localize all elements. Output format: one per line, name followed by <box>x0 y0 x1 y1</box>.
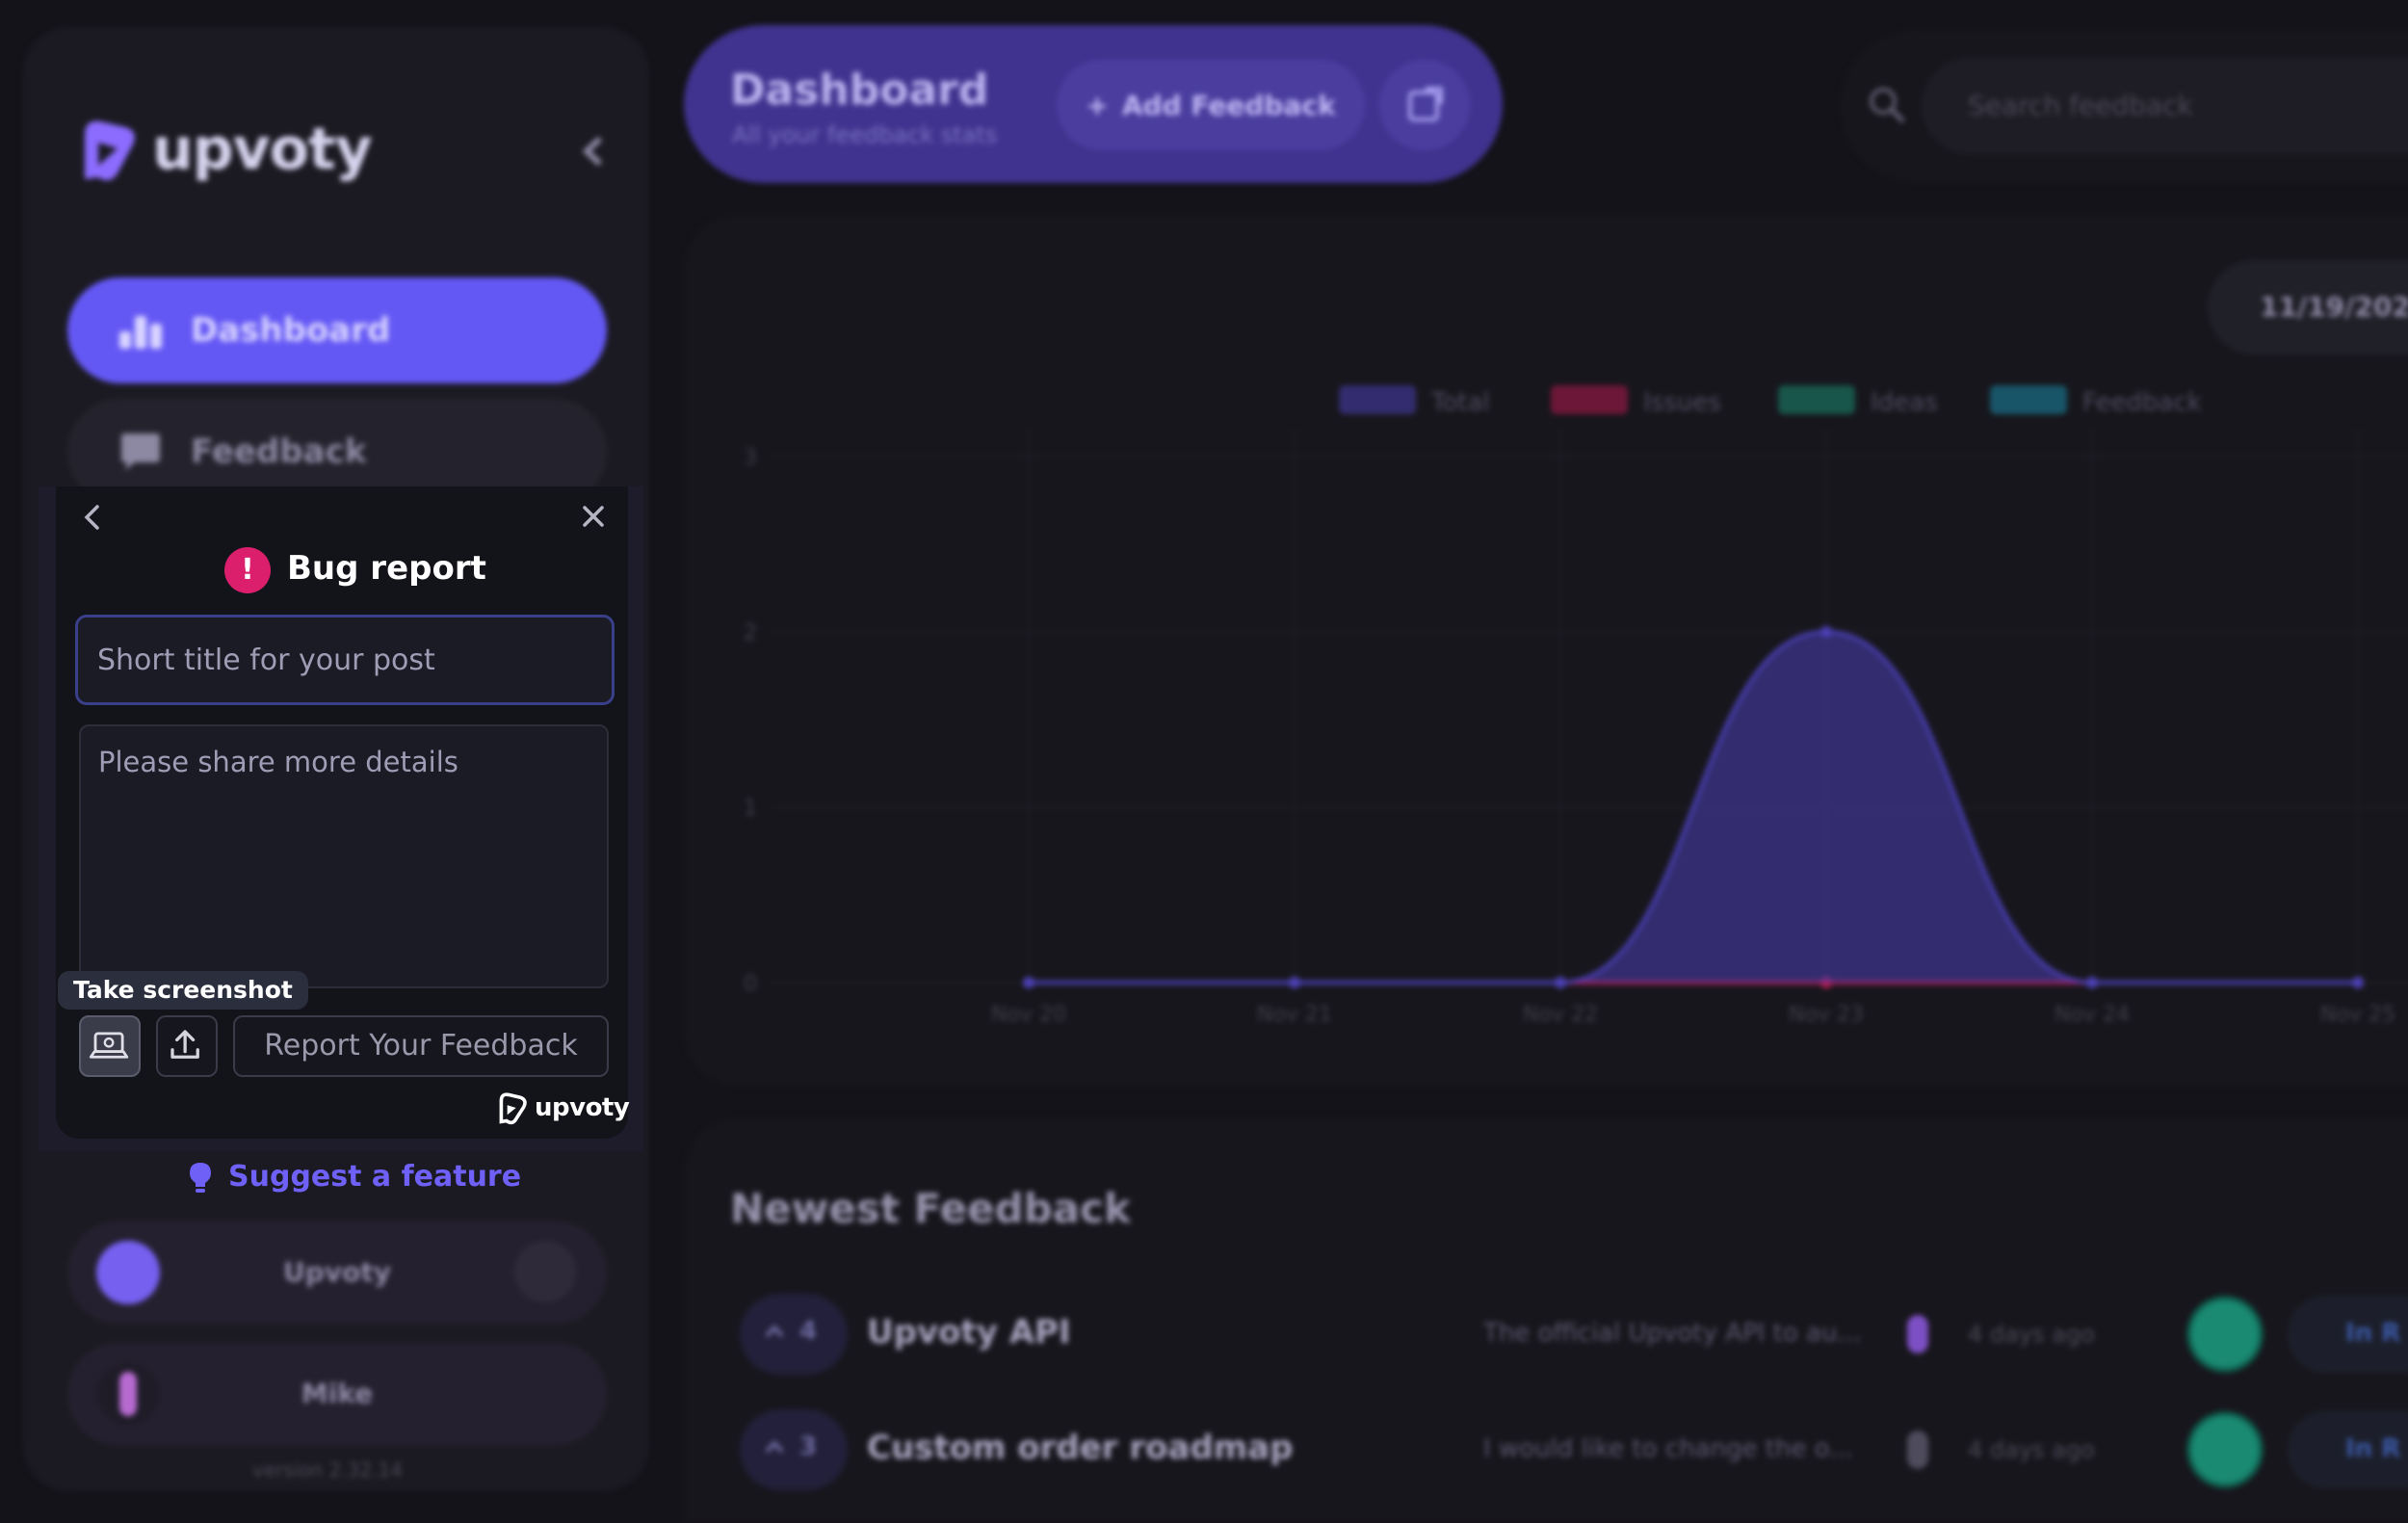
user-name: Mike <box>301 1378 374 1409</box>
feedback-description: I would like to change the o... <box>1483 1434 1853 1463</box>
chevron-up-icon[interactable] <box>514 1241 576 1302</box>
date-range-picker[interactable]: 11/19/2024 <box>2208 260 2408 354</box>
external-link-icon <box>1408 87 1443 121</box>
x-tick-label: Nov 24 <box>2055 1003 2130 1027</box>
author-avatar <box>1907 1431 1928 1469</box>
chart-icon <box>119 316 162 349</box>
collapse-sidebar-icon[interactable] <box>581 135 608 168</box>
upvoty-logo-icon <box>499 1092 527 1125</box>
section-title: Newest Feedback <box>730 1185 1131 1232</box>
screenshot-icon <box>89 1032 129 1059</box>
suggest-feature-link[interactable]: Suggest a feature <box>188 1160 521 1194</box>
upvoty-logo-icon <box>85 120 135 181</box>
logo-text: upvoty <box>152 116 373 183</box>
status-badge[interactable]: In R <box>2288 1411 2408 1488</box>
sidebar-item-label: Dashboard <box>191 311 391 350</box>
vote-count: 4 <box>799 1317 818 1346</box>
legend-swatch <box>1990 385 2067 414</box>
feedback-description: The official Upvoty API to au... <box>1483 1319 1862 1348</box>
avatar <box>96 1362 160 1426</box>
legend-swatch <box>1778 385 1855 414</box>
page-title: Dashboard <box>730 66 989 115</box>
add-feedback-label: Add Feedback <box>1121 89 1336 121</box>
feedback-title[interactable]: Custom order roadmap <box>867 1429 1294 1467</box>
search-input[interactable]: Search feedback <box>1922 58 2408 154</box>
upvote-button[interactable]: 3 <box>740 1409 848 1490</box>
upload-file-button[interactable] <box>156 1015 218 1077</box>
external-link-button[interactable] <box>1379 60 1470 150</box>
arrow-up-icon <box>765 1325 784 1338</box>
x-tick-label: Nov 20 <box>991 1003 1066 1027</box>
take-screenshot-button[interactable] <box>79 1015 141 1077</box>
data-point <box>2086 977 2098 988</box>
y-tick-label: 3 <box>744 446 757 470</box>
search-icon[interactable] <box>1867 85 1907 125</box>
chat-icon <box>121 433 160 470</box>
post-title-input[interactable] <box>75 615 615 705</box>
close-icon[interactable] <box>582 505 605 528</box>
data-point <box>2352 977 2364 988</box>
data-point <box>1023 977 1034 988</box>
popup-title: Bug report <box>287 549 486 588</box>
legend-label: Total <box>1430 388 1490 417</box>
author-avatar <box>1907 1315 1928 1353</box>
y-tick-label: 2 <box>744 621 757 645</box>
data-point <box>1289 977 1300 988</box>
logo[interactable]: upvoty <box>75 114 373 185</box>
page-subtitle: All your feedback stats <box>732 121 998 148</box>
back-icon[interactable] <box>81 503 104 532</box>
user-profile[interactable]: Mike <box>67 1343 607 1445</box>
legend-label: Feedback <box>2082 388 2202 417</box>
sidebar-item-dashboard[interactable]: Dashboard <box>67 277 607 383</box>
data-point <box>1820 625 1832 638</box>
x-tick-label: Nov 22 <box>1523 1003 1598 1027</box>
table-row[interactable]: 3 Custom order roadmap I would like to c… <box>732 1402 2408 1498</box>
screenshot-tooltip: Take screenshot <box>58 971 308 1010</box>
arrow-up-icon <box>765 1440 784 1454</box>
y-tick-label: 1 <box>744 797 757 821</box>
data-point <box>1555 977 1566 988</box>
status-badge[interactable]: In R <box>2288 1296 2408 1373</box>
legend-swatch <box>1339 385 1416 414</box>
chart-legend: Total Issues Ideas Feedback <box>1339 385 2202 417</box>
x-tick-label: Nov 25 <box>2320 1003 2395 1027</box>
post-details-input[interactable] <box>79 724 609 988</box>
workspace-name: Upvoty <box>283 1256 391 1288</box>
sidebar-item-label: Feedback <box>191 433 367 471</box>
legend-label: Ideas <box>1871 388 1938 417</box>
x-tick-label: Nov 21 <box>1257 1003 1332 1027</box>
plus-icon: + <box>1086 89 1109 121</box>
table-row[interactable]: 4 Upvoty API The official Upvoty API to … <box>732 1286 2408 1382</box>
lightbulb-icon <box>190 1162 211 1193</box>
stats-chart-card <box>684 214 2408 1087</box>
avatar <box>96 1241 160 1304</box>
x-tick-label: Nov 23 <box>1789 1003 1864 1027</box>
vote-count: 3 <box>799 1432 818 1461</box>
feedback-chart: Total Issues Ideas Feedback 0 1 2 3 Nov 20 Nov … <box>744 385 2408 1027</box>
timestamp: 4 days ago <box>1968 1436 2095 1463</box>
newest-feedback-card <box>684 1117 2408 1523</box>
status-icon <box>2186 1411 2264 1488</box>
y-tick-label: 0 <box>744 972 757 996</box>
feedback-title[interactable]: Upvoty API <box>867 1313 1071 1352</box>
brand-text: upvoty <box>535 1093 630 1122</box>
status-icon <box>2186 1296 2264 1373</box>
add-feedback-button[interactable]: + Add Feedback <box>1057 60 1365 150</box>
upvote-button[interactable]: 4 <box>740 1294 848 1375</box>
alert-icon: ! <box>224 547 271 593</box>
suggest-feature-label: Suggest a feature <box>228 1160 522 1194</box>
legend-label: Issues <box>1643 388 1721 417</box>
upload-icon <box>170 1030 199 1059</box>
legend-swatch <box>1551 385 1628 414</box>
workspace-switcher[interactable]: Upvoty <box>67 1221 607 1324</box>
timestamp: 4 days ago <box>1968 1321 2095 1348</box>
powered-by-upvoty[interactable]: upvoty <box>496 1090 630 1125</box>
version-label: version 2.32.14 <box>252 1458 403 1482</box>
submit-feedback-button[interactable]: Report Your Feedback <box>233 1015 609 1077</box>
